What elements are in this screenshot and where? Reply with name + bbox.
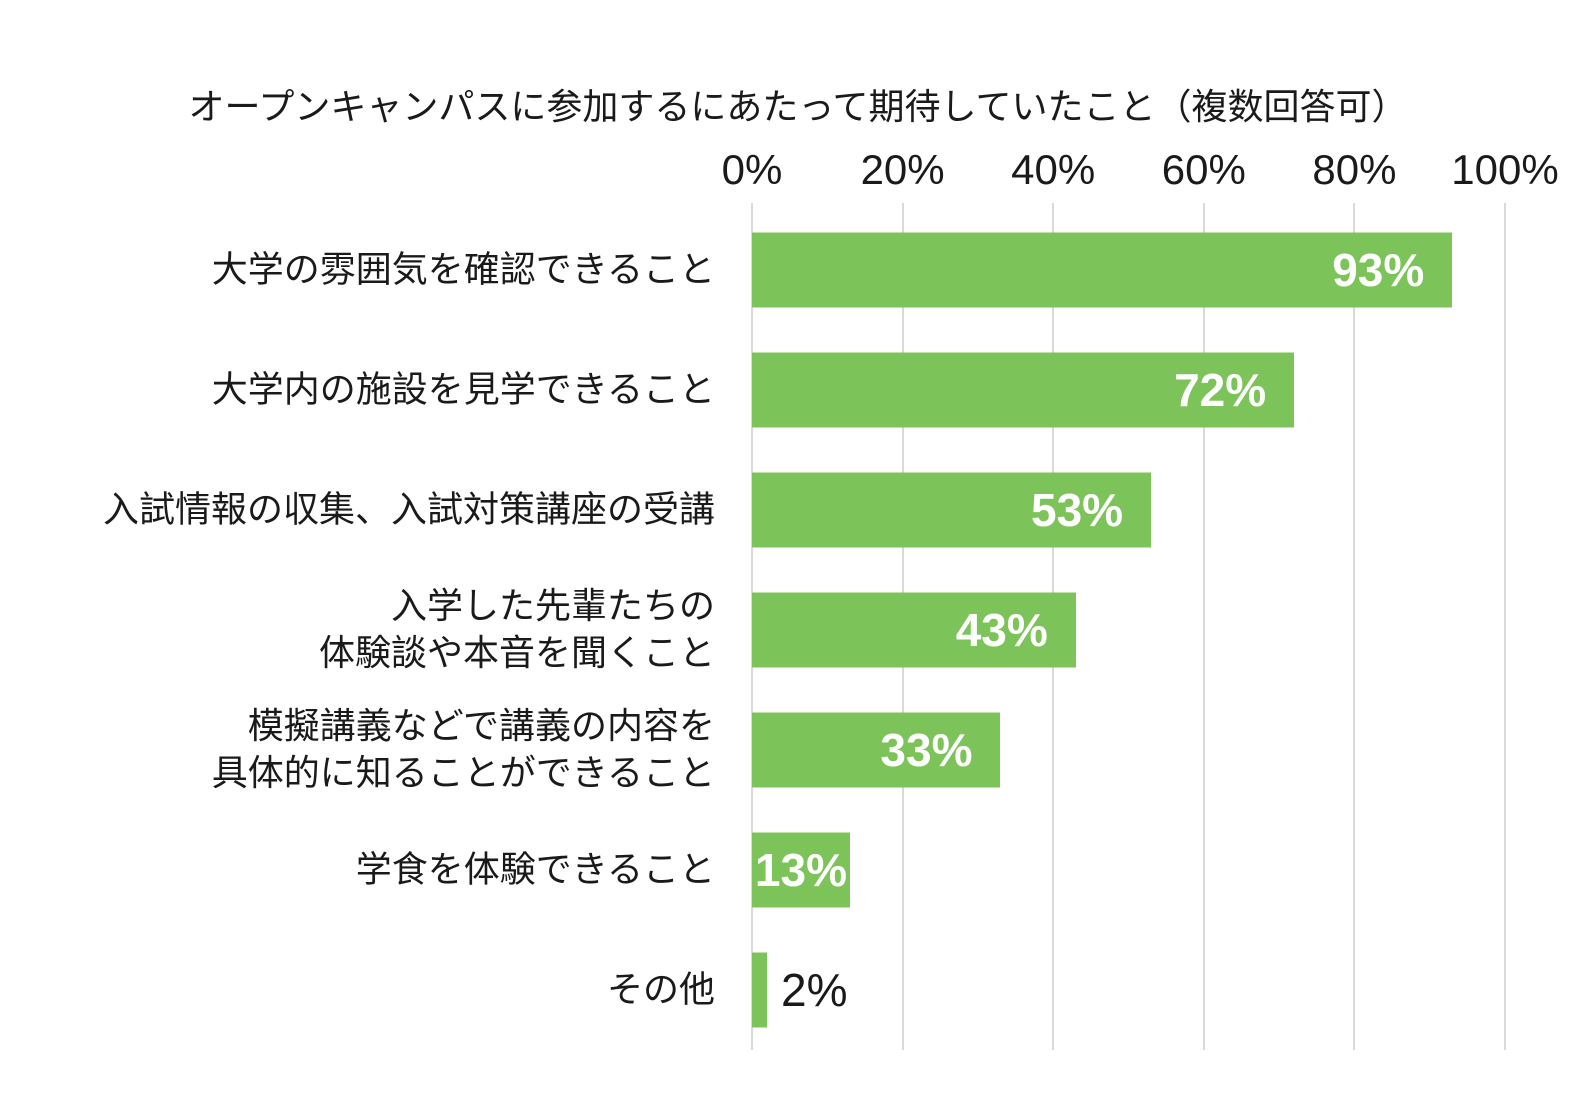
bar [752, 712, 1001, 788]
gridline [1353, 203, 1356, 1050]
gridline [1504, 203, 1506, 1050]
value-label: 53% [1031, 484, 1124, 536]
category-label: 入試情報の収集、入試対策講座の受講 [102, 488, 715, 530]
bar [752, 832, 850, 908]
gridline [1202, 203, 1205, 1050]
value-label: 93% [1332, 244, 1425, 296]
x-axis-tick-label: 100% [1451, 146, 1559, 193]
x-axis-tick-label: 0% [721, 146, 783, 193]
x-axis-tick-label: 60% [1161, 146, 1246, 193]
bar [752, 472, 1152, 548]
bar [752, 952, 768, 1028]
x-axis-tick-label: 40% [1011, 146, 1096, 193]
chart-title: オープンキャンパスに参加するにあたって期待していたこと（複数回答可） [188, 86, 1408, 127]
value-label: 2% [781, 964, 848, 1016]
bar [752, 592, 1076, 668]
category-label: 大学内の施設を見学できること [211, 368, 715, 410]
bar [752, 232, 1453, 308]
category-label: 学食を体験できること [355, 848, 715, 890]
bar [752, 352, 1295, 428]
category-label: その他 [606, 968, 715, 1010]
value-label: 13% [754, 844, 847, 896]
category-label: 大学の雰囲気を確認できること [211, 248, 715, 290]
x-axis-tick-label: 80% [1312, 146, 1397, 193]
category-label: 模擬講義などで講義の内容を 具体的に知ることができること [211, 705, 715, 793]
value-label: 72% [1174, 364, 1267, 416]
x-axis-tick-label: 20% [860, 146, 945, 193]
value-label: 33% [880, 724, 973, 776]
category-label: 入学した先輩たちの 体験談や本音を聞くこと [318, 585, 715, 673]
value-label: 43% [955, 604, 1048, 656]
